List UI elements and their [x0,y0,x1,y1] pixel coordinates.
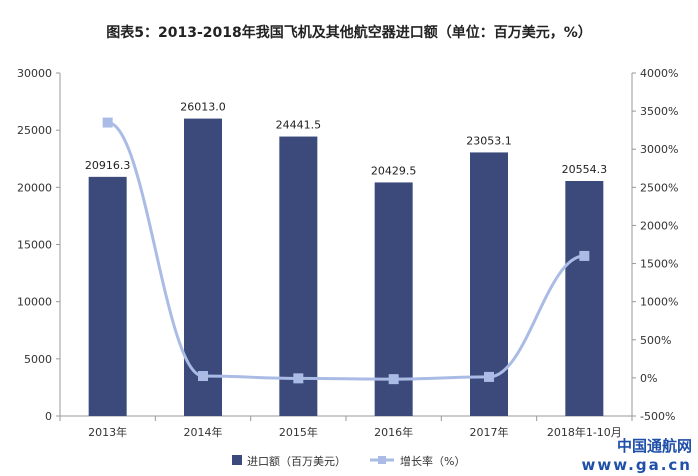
right-tick-label: 1500% [640,258,678,271]
bar [279,136,318,416]
bar-data-label: 23053.1 [466,134,512,147]
right-tick-label: 3500% [640,105,678,118]
legend-bar-label: 进口额（百万美元） [247,455,346,468]
growth-rate-point [484,371,494,382]
growth-rate-point [198,371,208,382]
left-tick-label: 15000 [17,239,52,252]
right-tick-label: 500% [640,334,671,347]
right-tick-label: 0% [640,372,657,385]
right-tick-label: 1000% [640,296,678,309]
watermark-logo: 中国通航网 www.ga.cn [582,435,692,474]
x-tick-label: 2017年 [470,425,509,439]
bar-data-label: 26013.0 [180,101,226,114]
left-tick-label: 10000 [17,296,52,309]
left-tick-label: 20000 [17,181,52,194]
growth-rate-point [102,117,113,128]
growth-rate-point [293,373,304,384]
right-tick-label: 3000% [640,143,678,156]
bar [88,176,127,416]
growth-rate-point [579,250,590,261]
bar [565,180,604,416]
x-tick-label: 2014年 [184,425,223,439]
bar-data-label: 20429.5 [371,164,417,177]
legend-line-label: 增长率（%） [400,454,465,468]
left-tick-label: 5000 [24,353,52,366]
left-tick-label: 25000 [17,124,52,137]
growth-rate-point [388,374,399,385]
chart-title: 图表5：2013-2018年我国飞机及其他航空器进口额（单位：百万美元，%） [106,25,592,41]
left-tick-label: 30000 [17,67,52,80]
growth-rate-line [107,121,585,381]
bar-data-label: 20554.3 [562,163,608,176]
legend-bar-swatch [232,455,242,465]
x-tick-label: 2016年 [374,425,413,439]
x-tick-label: 2015年 [279,425,318,439]
bar-data-label: 24441.5 [276,119,322,132]
bar-data-label: 20916.3 [85,159,131,172]
right-tick-label: -500% [640,410,675,423]
right-tick-label: 2500% [640,181,678,194]
legend-line-marker [378,456,386,464]
right-tick-label: 4000% [640,67,678,80]
watermark-line1: 中国通航网 [616,437,692,455]
x-tick-label: 2013年 [88,425,127,439]
right-tick-label: 2000% [640,219,678,232]
watermark-line2: www.ga.cn [581,456,692,474]
left-tick-label: 0 [45,410,52,423]
x-tick-label: 2018年1-10月 [547,425,622,439]
